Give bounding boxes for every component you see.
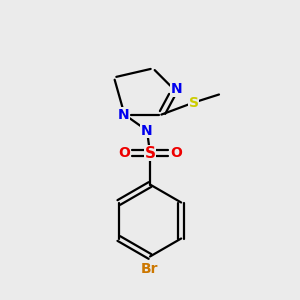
- Text: N: N: [118, 108, 130, 122]
- Text: O: O: [118, 146, 130, 160]
- Text: Br: Br: [141, 262, 159, 276]
- Text: N: N: [141, 124, 153, 137]
- Text: S: S: [188, 96, 199, 110]
- Text: N: N: [171, 82, 183, 96]
- Text: S: S: [145, 146, 155, 160]
- Text: O: O: [170, 146, 182, 160]
